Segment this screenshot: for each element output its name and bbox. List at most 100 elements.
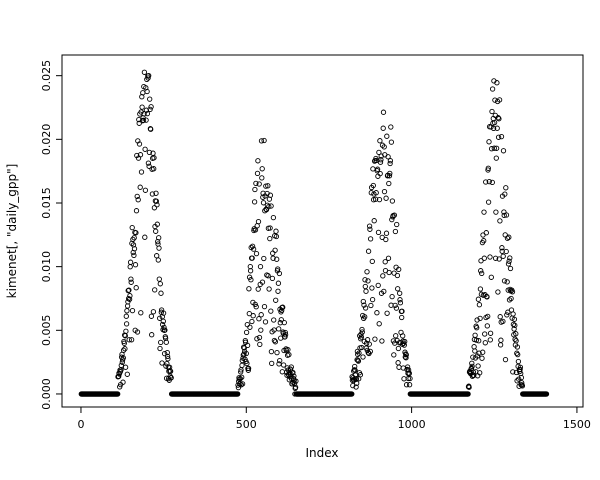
data-point (235, 391, 241, 397)
data-point (392, 302, 398, 309)
data-point (380, 125, 386, 131)
data-point (256, 334, 263, 341)
data-point (484, 323, 490, 329)
data-point (366, 223, 373, 229)
y-tick-label: 0.015 (40, 187, 53, 219)
data-point (269, 360, 275, 367)
data-point (155, 257, 161, 263)
data-point (152, 287, 158, 293)
data-point (481, 255, 487, 261)
data-point (543, 391, 550, 397)
data-point (384, 133, 390, 139)
data-point (154, 202, 160, 208)
data-point (238, 382, 244, 388)
data-point (383, 236, 389, 243)
data-point (506, 258, 512, 264)
data-point (471, 344, 477, 350)
data-point (266, 203, 272, 210)
data-point (238, 369, 244, 375)
data-point (387, 170, 393, 177)
data-point (470, 369, 477, 375)
data-point (512, 322, 518, 329)
data-point (493, 209, 499, 215)
data-point (385, 255, 392, 261)
data-point (485, 199, 492, 205)
data-point (261, 137, 267, 144)
data-point (349, 391, 355, 397)
data-point (483, 230, 489, 236)
data-point (154, 221, 160, 227)
data-point (137, 184, 143, 190)
data-point (394, 272, 401, 279)
data-point (141, 69, 148, 75)
data-point (164, 353, 171, 360)
data-point (376, 196, 383, 203)
data-point (268, 348, 275, 355)
data-point (375, 282, 381, 289)
data-point (256, 316, 262, 322)
data-point (492, 255, 499, 261)
data-point (268, 308, 274, 314)
data-point (273, 228, 279, 234)
data-point (149, 191, 156, 197)
data-point (386, 180, 392, 187)
data-point (371, 218, 377, 224)
data-point (148, 126, 154, 132)
data-point (122, 364, 129, 370)
data-point (161, 350, 168, 357)
data-point (129, 224, 135, 231)
data-point (518, 374, 525, 381)
data-point (257, 341, 263, 348)
data-point (142, 187, 149, 193)
data-point (286, 351, 292, 358)
data-point (399, 314, 405, 321)
data-point (165, 356, 171, 362)
data-point (246, 286, 252, 292)
data-point (153, 190, 159, 196)
data-point (360, 298, 366, 305)
data-point (262, 319, 269, 325)
data-point (273, 233, 280, 240)
data-point (501, 212, 507, 219)
data-point (292, 384, 299, 390)
data-point (257, 263, 264, 270)
data-point (131, 235, 137, 241)
data-point (369, 285, 375, 291)
data-point (239, 381, 246, 387)
data-point (493, 145, 500, 151)
data-point (397, 297, 403, 303)
data-point (168, 375, 174, 381)
data-point (158, 339, 164, 346)
data-point (151, 205, 158, 211)
data-point (485, 313, 491, 320)
data-point (248, 277, 254, 283)
data-point (276, 326, 282, 332)
data-point (276, 270, 283, 277)
data-point (364, 337, 371, 343)
data-point (138, 169, 145, 175)
data-point (504, 235, 511, 241)
x-axis-label: Index (305, 446, 338, 460)
data-point (148, 313, 155, 319)
data-point (396, 364, 402, 370)
data-point (282, 332, 289, 338)
data-point (503, 248, 509, 255)
data-point (494, 80, 500, 86)
data-point (519, 383, 526, 389)
data-point (124, 371, 130, 377)
data-point (120, 355, 126, 361)
data-point (127, 264, 133, 270)
data-point (396, 266, 402, 273)
data-point (378, 157, 384, 163)
data-point (245, 367, 251, 373)
data-point (368, 190, 374, 196)
data-point (239, 357, 245, 364)
data-point (271, 337, 278, 344)
data-point (237, 381, 243, 387)
data-point (160, 318, 166, 324)
data-point (478, 258, 484, 264)
data-point (121, 340, 127, 346)
data-point (136, 141, 143, 147)
data-point (129, 307, 136, 314)
